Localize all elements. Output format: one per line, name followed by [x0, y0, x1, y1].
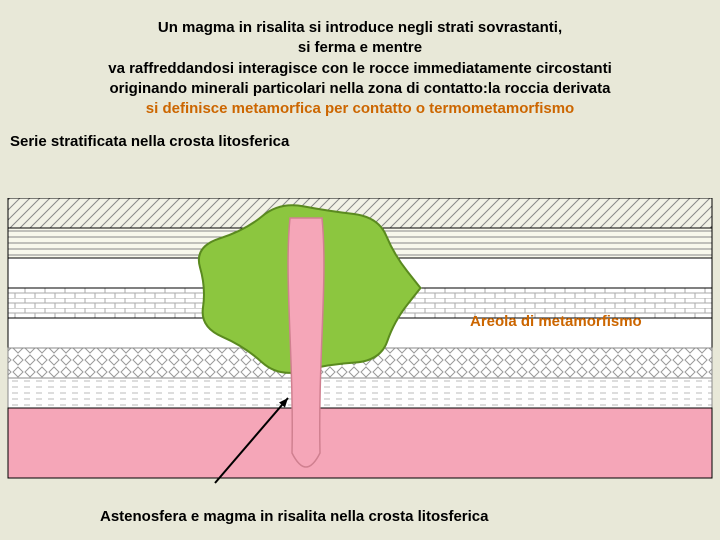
title-line1: Un magma in risalita si introduce negli …	[20, 18, 700, 38]
title-line4: originando minerali particolari nella zo…	[20, 79, 700, 99]
title-line5: si definisce metamorfica per contatto o …	[20, 99, 700, 119]
title-block: Un magma in risalita si introduce negli …	[0, 0, 720, 127]
subtitle: Serie stratificata nella crosta litosfer…	[0, 127, 720, 154]
asteno-label: Astenosfera e magma in risalita nella cr…	[100, 508, 489, 525]
title-line3: va raffreddandosi interagisce con le roc…	[20, 59, 700, 79]
areola-label: Areola di metamorfismo	[470, 313, 642, 330]
diagram-container: Areola di metamorfismo Astenosfera e mag…	[0, 198, 720, 540]
diagram-svg	[0, 198, 720, 540]
title-line2: si ferma e mentre	[20, 38, 700, 58]
